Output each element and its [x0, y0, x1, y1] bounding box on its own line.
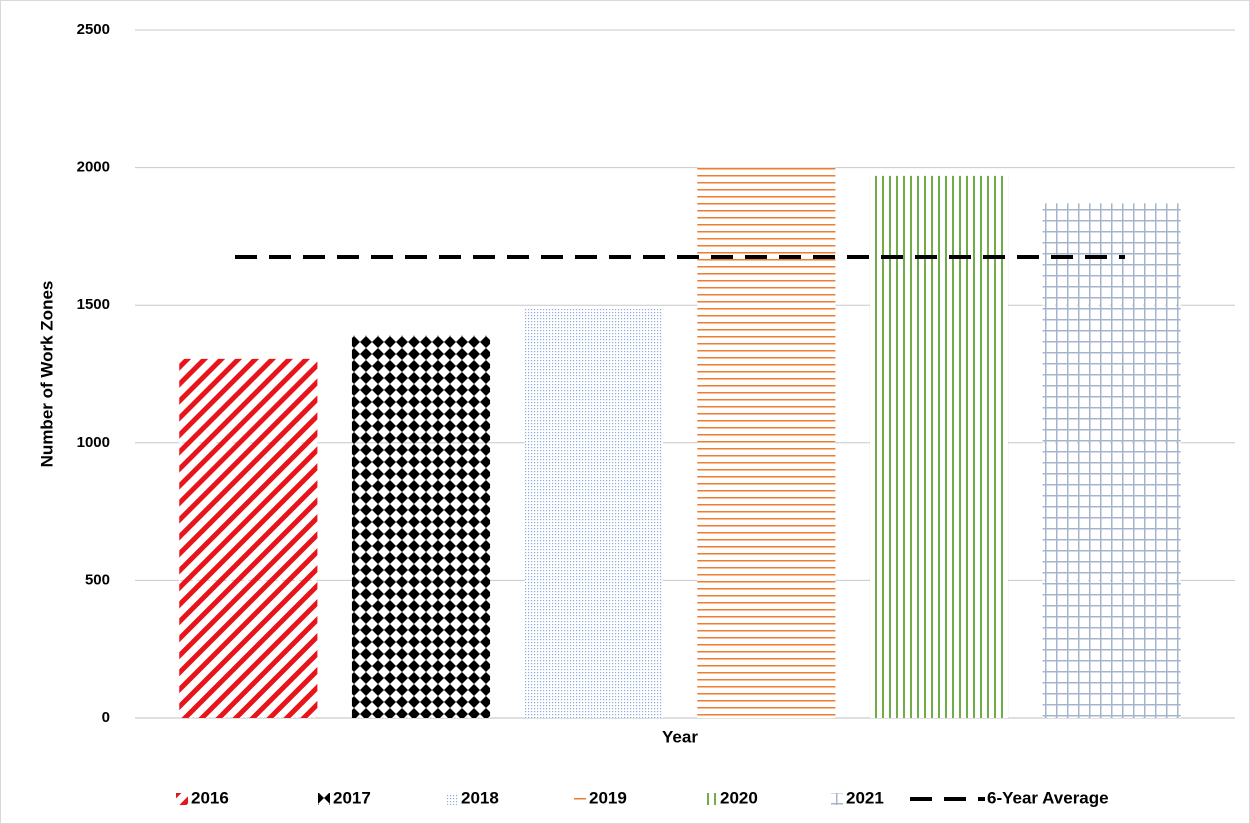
legend-swatch	[831, 793, 843, 805]
y-tick-label: 2500	[77, 21, 110, 38]
legend-swatch	[176, 793, 188, 805]
y-tick-label: 0	[102, 709, 110, 726]
legend-label: 2018	[461, 788, 499, 807]
legend-label: 2017	[333, 788, 371, 807]
y-tick-label: 1500	[77, 296, 110, 313]
bar	[697, 167, 836, 719]
y-tick-label: 500	[85, 571, 110, 588]
y-axis-title: Number of Work Zones	[37, 281, 56, 468]
bar	[1042, 203, 1181, 719]
bar	[869, 175, 1009, 718]
legend-swatch	[318, 793, 330, 805]
legend-swatch	[446, 793, 458, 805]
legend-label: 6-Year Average	[987, 788, 1109, 807]
legend-label: 2019	[589, 788, 627, 807]
x-axis-title: Year	[662, 727, 698, 746]
bar	[524, 307, 663, 718]
legend-label: 2021	[846, 788, 884, 807]
legend-swatch	[574, 793, 586, 805]
legend-swatch	[705, 793, 717, 805]
legend-label: 2016	[191, 788, 229, 807]
bar	[351, 335, 491, 718]
y-tick-label: 2000	[77, 159, 110, 176]
legend-label: 2020	[720, 788, 758, 807]
y-tick-label: 1000	[77, 434, 110, 451]
bar	[179, 358, 318, 718]
